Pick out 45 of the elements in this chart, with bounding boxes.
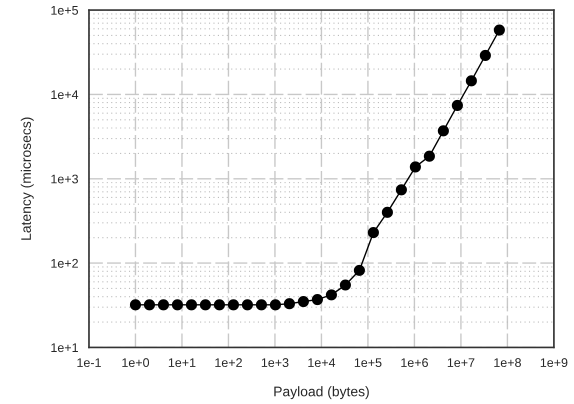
x-axis-title: Payload (bytes) [274, 386, 369, 400]
x-tick-label: 1e+4 [308, 358, 336, 368]
point [228, 299, 239, 310]
y-axis-title: Latency (microsecs) [20, 118, 34, 240]
x-tick-label: 1e+5 [354, 358, 382, 368]
point [270, 299, 281, 310]
point [368, 227, 379, 238]
x-tick-label: 1e-1 [77, 358, 101, 368]
x-tick-label: 1e+7 [448, 358, 474, 368]
x-tick-label: 1e+9 [540, 358, 568, 368]
point [466, 75, 477, 86]
point [130, 299, 142, 310]
point [284, 298, 295, 310]
point [312, 294, 323, 306]
x-tick-label: 1e+0 [122, 358, 150, 368]
x-tick-label: 1e+6 [401, 358, 428, 368]
y-tick-label: 1e+2 [51, 258, 78, 268]
x-tick-label: 1e+1 [168, 358, 196, 368]
point [438, 125, 449, 136]
point [242, 299, 253, 310]
point [396, 184, 407, 196]
y-tick-label: 1e+3 [51, 174, 78, 184]
point [410, 161, 421, 173]
point [200, 299, 211, 310]
point [144, 299, 156, 310]
y-tick-label: 1e+1 [51, 343, 78, 352]
point [354, 264, 365, 276]
y-tick-label: 1e+5 [51, 6, 78, 15]
x-tick-label: 1e+2 [215, 358, 242, 368]
point [452, 100, 463, 112]
point [326, 289, 337, 300]
point [424, 150, 435, 162]
point [158, 299, 170, 310]
point [480, 50, 491, 61]
point [172, 299, 184, 310]
point [186, 299, 198, 310]
point [298, 296, 309, 308]
y-tick-label: 1e+4 [51, 90, 78, 100]
x-tick-label: 1e+8 [494, 358, 521, 368]
x-tick-label: 1e+3 [262, 358, 288, 368]
point [256, 299, 267, 310]
point [214, 299, 225, 310]
point [494, 24, 505, 36]
point [382, 206, 393, 218]
point [340, 279, 351, 291]
